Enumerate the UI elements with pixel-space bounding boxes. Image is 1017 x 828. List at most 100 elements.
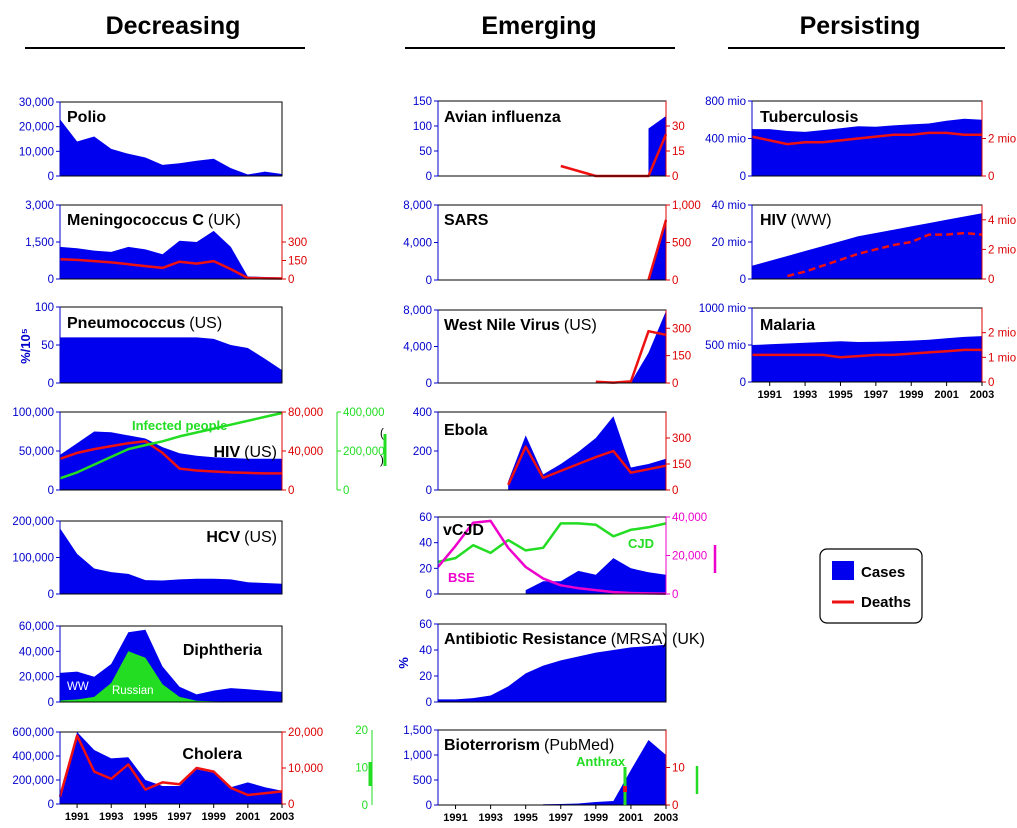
panel-subtitle: (UK) [208,212,241,229]
panel-title-text: West Nile Virus [444,317,560,334]
x-tick-label: 2003 [654,812,678,824]
y-tick-label-left: 0 [48,697,54,709]
line-deaths [507,445,667,486]
area-russian [60,651,282,702]
ylabel-pneumo: %/10⁵ [18,328,33,364]
y-tick-label-left: 30,000 [19,97,54,109]
line-deaths [752,348,982,359]
y-tick-label-left: 800 mio [705,96,746,108]
panel-title-cholera: Cholera [182,746,242,763]
x-tick-label: 2003 [270,811,294,823]
y-tick-label-left: 100 [413,121,432,133]
label-cjd: CJD [628,536,654,551]
legend-cases-swatch [832,561,854,580]
y-tick-label-right: 15 [672,146,685,158]
y-tick-label-right: 150 [672,459,691,471]
y-tick-label-left: 500 mio [705,340,746,352]
line-deaths [751,131,982,146]
y-tick-label-right: 0 [672,800,678,812]
bracket-open: ( [380,428,384,440]
y-tick-label-left: 60 [419,512,432,524]
x-tick-label: 1995 [133,811,157,823]
label-ww: WW [67,681,89,693]
legend-cases-label: Cases [861,564,905,581]
x-tick-label: 1991 [757,389,781,401]
panel-cholera: 0 200,000 400,000 600,000 0 10,000 20,000 Chole… [12,727,323,811]
y-tick-label-right: 10,000 [288,763,323,775]
y-tick-label-left: 60 [419,619,432,631]
x-axis-bioterror: 1991 1993 1995 1997 1999 2001 2003 [443,805,678,824]
panel-title-text: HIV [760,212,787,229]
y-tick-label-left: 0 [426,697,432,709]
y-tick-label-left: 0 [426,378,432,390]
y-tick-label-left-green: 20 [355,725,368,737]
y-tick-label-right: 0 [672,275,678,287]
area-cases [60,119,282,176]
x-tick-label: 2001 [934,389,958,401]
y-tick-label-left: 50,000 [19,446,54,458]
y-tick-label-right: 200,000 [343,446,385,458]
panel-title-mrsa: Antibiotic Resistance (MRSA) (UK) [444,631,705,648]
y-tick-label-right: 1,000 [672,200,701,212]
y-tick-label-right: 0 [988,171,994,183]
y-tick-label-left: 50 [41,340,54,352]
area-cases [648,217,666,280]
x-tick-label: 1993 [99,811,123,823]
annotation-infected-people: Infected people [132,418,227,433]
panel-title-diph: Diphtheria [183,642,262,659]
y-tick-label-right: 40,000 [288,446,323,458]
y-tick-label-right: 0 [672,378,678,390]
panel-title-hcv: HCV (US) [206,529,277,546]
x-tick-label: 1997 [167,811,191,823]
panel-pneumo: 0 50 100 Pneumococcus (US) %/10⁵ [18,302,283,390]
y-tick-label-right: 1 mio [988,352,1016,364]
y-tick-label-left: 1,500 [403,725,432,737]
y-tick-label-left: 100,000 [12,553,54,565]
y-tick-label-left: 0 [740,171,746,183]
chart-panels: 010,00020,00030,000Polio01,5003,00001503… [12,96,1016,824]
y-tick-label-left: 600,000 [12,727,54,739]
x-tick-label: 1993 [478,812,502,824]
y-tick-label-left: 200 [413,446,432,458]
panel-vcjd: 0 20 40 60 0 20,000 40,000 vCJD CJD BSE [419,512,717,601]
y-tick-label-left: 50 [419,146,432,158]
panel-subtitle: (MRSA) (UK) [611,631,705,648]
panel-polio: 0 10,000 20,000 30,000 Polio [19,97,283,183]
y-tick-label-right: 2 mio [988,244,1016,256]
y-tick-label-right: 0 [288,485,294,497]
y-tick-label-left: 60,000 [19,621,54,633]
y-tick-label-left: 20 [419,563,432,575]
line-deaths [59,258,283,280]
panel-title-avian: Avian influenza [444,109,561,126]
y-tick-label-right: 0 [288,274,294,286]
line-deaths [787,231,983,278]
x-tick-label: 1991 [65,811,89,823]
x-tick-label: 2001 [619,812,643,824]
y-tick-label-right: 500 [672,238,691,250]
panel-title-bioterror: Bioterrorism (PubMed) [444,737,614,754]
panel-tb: 0 400 mio 800 mio 0 2 mio Tuberculosis [705,96,1016,183]
y-tick-label-left: 4,000 [403,342,432,354]
label-bse: BSE [448,570,475,585]
panel-title-text: Cholera [182,746,242,763]
area-cases [752,336,982,382]
ylabel-mrsa: % [396,657,411,669]
y-tick-label-right: 300 [672,433,691,445]
panel-subtitle: (PubMed) [544,737,614,754]
y-tick-label-left: 0 [48,378,54,390]
panel-title-text: HCV [206,529,240,546]
x-tick-label: 2001 [236,811,260,823]
line-deaths [595,329,667,384]
y-tick-label-right: 10 [672,763,685,775]
panel-hcv: 0 100,000 200,000 HCV (US) [12,516,283,601]
y-tick-label-left: 0 [426,485,432,497]
y-tick-label-right: 40,000 [672,512,707,524]
panel-subtitle: (US) [244,444,277,461]
x-tick-label: 1999 [584,812,608,824]
x-tick-label: 1999 [899,389,923,401]
header-persisting: Persisting [800,12,921,40]
panel-title-sars: SARS [444,212,489,229]
y-tick-label-right: 20,000 [672,551,707,563]
panel-title-ebola: Ebola [444,422,488,439]
